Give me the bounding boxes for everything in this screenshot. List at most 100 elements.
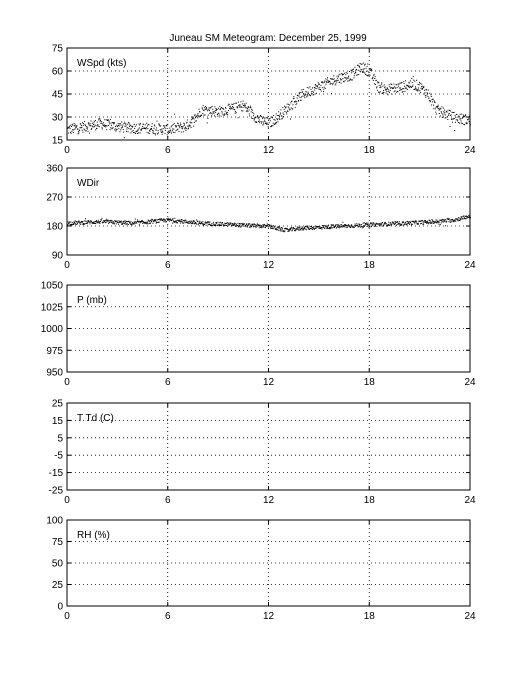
data-point [372,76,374,78]
data-point [141,129,143,131]
data-point [78,129,80,131]
data-point [173,220,175,222]
data-point [308,225,310,227]
data-point [190,221,192,223]
data-point [174,221,176,222]
data-point [387,223,389,225]
data-point [437,106,439,107]
data-point [424,222,426,223]
data-point [448,221,450,223]
data-point [435,113,437,115]
data-point [255,117,257,119]
data-point [223,115,225,116]
data-point [394,223,396,225]
data-point [246,109,248,111]
data-point [445,225,447,227]
data-point [101,127,103,129]
data-point [324,87,326,89]
data-point [177,128,179,130]
data-point [430,221,432,223]
data-point [328,224,330,226]
data-point [336,75,338,77]
data-point [191,117,193,119]
data-point [307,91,309,93]
data-point [244,223,246,225]
data-point [427,222,429,224]
data-point [338,76,339,78]
data-point [188,127,189,129]
data-point [69,127,71,129]
data-point [113,123,115,125]
data-point [230,225,232,227]
data-point [86,128,88,130]
data-point [379,87,381,89]
data-point [286,113,288,115]
data-point [251,226,253,228]
data-point [411,78,413,79]
data-point [272,125,274,127]
data-point [85,130,87,132]
data-point [342,226,344,228]
data-point [414,80,416,82]
data-point [189,220,191,222]
data-point [348,75,350,77]
data-point [415,220,417,222]
data-point [419,220,421,222]
data-point [209,221,211,223]
data-point [111,124,112,126]
data-point [80,127,82,129]
data-point [144,223,146,225]
data-point [438,221,440,223]
data-point [99,120,101,122]
data-point [365,222,367,224]
data-point [117,125,119,127]
data-point [115,223,117,225]
data-point [198,115,200,117]
data-point [305,226,307,228]
data-point [228,222,230,224]
data-point [157,219,159,220]
data-point [386,225,387,227]
data-point [112,127,114,129]
data-point [98,126,100,128]
data-point [177,222,178,224]
data-point [442,219,444,221]
data-point [294,101,295,103]
data-point [375,222,377,224]
data-point [238,225,240,227]
data-point [373,74,375,76]
data-point [111,220,113,222]
data-point [153,219,155,221]
data-point [261,227,263,229]
data-point [262,224,264,226]
data-point [136,222,138,224]
data-point [437,104,439,106]
data-point [329,83,331,85]
data-point [68,223,70,225]
data-point [238,224,240,226]
data-point [231,107,233,109]
data-point [288,107,290,109]
data-point [330,226,332,228]
data-point [139,132,141,134]
data-point [140,221,142,223]
data-point [234,112,236,114]
data-point [246,223,248,225]
data-point [382,92,383,94]
data-point [468,118,470,120]
data-point [290,102,292,104]
data-point [312,227,314,228]
data-point [439,107,441,109]
data-point [387,94,389,96]
data-point [324,227,326,229]
data-point [344,225,346,226]
data-point [275,227,277,229]
data-point [203,109,204,111]
data-point [462,116,464,117]
data-point [274,226,276,228]
data-point [208,224,210,226]
y-tick-label: -15 [49,468,64,479]
data-point [140,129,142,131]
data-point [288,109,290,111]
data-point [204,222,206,224]
